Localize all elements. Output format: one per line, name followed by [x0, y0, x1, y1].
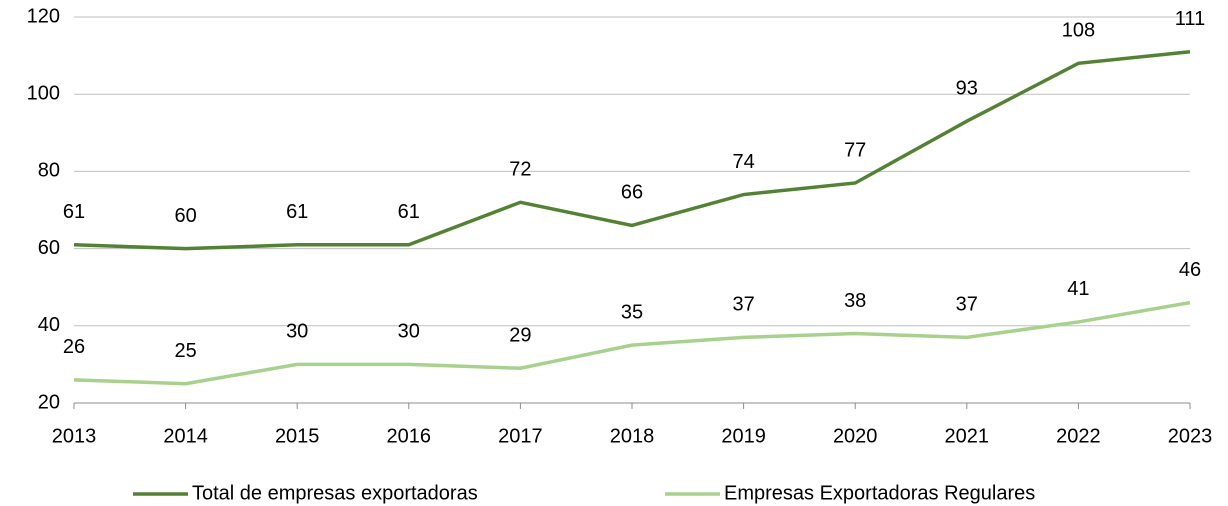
series-line [73, 300, 1191, 386]
data-label: 30 [398, 321, 420, 343]
data-label: 38 [844, 290, 866, 312]
legend-label: Total de empresas exportadoras [192, 482, 478, 504]
y-tick-label: 80 [38, 160, 60, 182]
data-label: 35 [621, 301, 643, 323]
series-line [73, 49, 1191, 251]
data-label: 93 [956, 78, 978, 100]
x-tick-label: 2013 [52, 425, 97, 447]
data-label: 66 [621, 182, 643, 204]
data-label: 72 [509, 159, 531, 181]
data-label: 61 [286, 201, 308, 223]
x-tick-label: 2021 [945, 425, 990, 447]
data-label: 37 [956, 294, 978, 316]
data-label: 41 [1067, 278, 1089, 300]
x-tick-label: 2016 [387, 425, 432, 447]
y-tick-label: 100 [27, 82, 60, 104]
x-tick-label: 2019 [721, 425, 766, 447]
data-label: 46 [1179, 259, 1201, 281]
x-tick-label: 2015 [275, 425, 320, 447]
data-label: 60 [174, 205, 196, 227]
data-label: 26 [63, 336, 85, 358]
data-label: 74 [732, 151, 754, 173]
data-label: 37 [732, 294, 754, 316]
x-tick-label: 2023 [1168, 425, 1213, 447]
data-label: 111 [1175, 8, 1205, 30]
y-tick-label: 20 [38, 391, 60, 413]
legend-label: Empresas Exportadoras Regulares [724, 482, 1035, 504]
data-label: 29 [509, 325, 531, 347]
data-label: 108 [1062, 20, 1095, 42]
x-tick-label: 2014 [163, 425, 208, 447]
y-tick-label: 120 [27, 5, 60, 27]
y-tick-label: 60 [38, 237, 60, 259]
data-label: 77 [844, 139, 866, 161]
x-tick-label: 2022 [1056, 425, 1101, 447]
x-tick-label: 2020 [833, 425, 878, 447]
x-tick-label: 2018 [610, 425, 655, 447]
x-tick-label: 2017 [498, 425, 543, 447]
data-label: 61 [398, 201, 420, 223]
data-label: 30 [286, 321, 308, 343]
y-tick-label: 40 [38, 314, 60, 336]
data-label: 25 [174, 340, 196, 362]
data-label: 61 [63, 201, 85, 223]
